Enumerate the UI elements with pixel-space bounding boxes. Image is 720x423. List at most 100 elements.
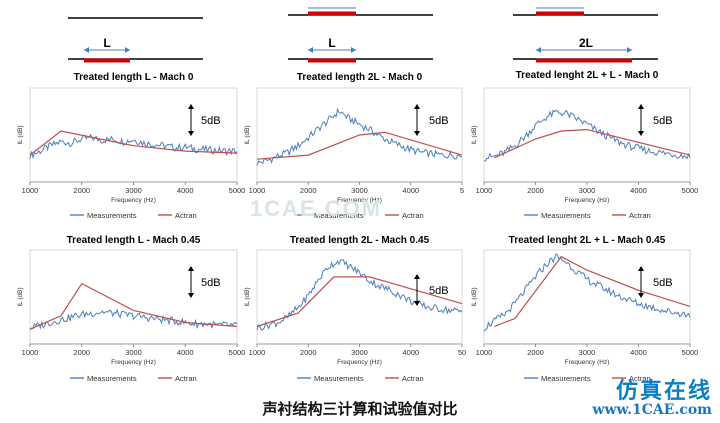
legend-label-measurements: Measurements [87, 211, 137, 220]
scale-arrow-up [638, 104, 644, 109]
x-tick-label: 4000 [630, 186, 647, 195]
chart-panel-5: Treated length 2L - Mach 0.45 1000 2000 300… [244, 235, 466, 383]
x-tick-label: 4000 [402, 348, 419, 357]
x-tick-label: 5000 [229, 348, 246, 357]
plot-area [256, 249, 463, 345]
x-tick-label: 5000 [682, 186, 699, 195]
plot-area [483, 87, 691, 183]
y-axis-label: IL (dB) [471, 287, 478, 306]
scale-arrow-down [638, 293, 644, 298]
legend-label-measurements: Measurements [314, 374, 364, 383]
series-line-measurements [483, 253, 691, 332]
x-tick-label: 4000 [177, 186, 194, 195]
x-tick-label: 50 [458, 348, 466, 357]
watermark-line1: 仿真在线 [615, 378, 712, 404]
x-axis-label: Frequency (Hz) [565, 359, 610, 366]
series-line-actran [29, 282, 238, 330]
plot-area [29, 87, 238, 183]
series-line-measurements [256, 107, 463, 166]
x-tick-label: 4000 [630, 348, 647, 357]
legend-label-actran: Actran [629, 374, 651, 383]
y-axis-label: IL (dB) [471, 125, 478, 144]
x-tick-label: 5000 [682, 348, 699, 357]
chart-title: Treated length 2L - Mach 0 [297, 72, 423, 83]
legend-label-measurements: Measurements [541, 374, 591, 383]
legend-label-actran: Actran [402, 374, 424, 383]
x-tick-label: 1000 [22, 186, 39, 195]
scale-arrow-up [414, 274, 420, 279]
series-line-measurements [483, 109, 691, 162]
scale-label: 5dB [653, 115, 673, 127]
legend-label-measurements: Measurements [87, 374, 137, 383]
series-line-measurements [29, 308, 238, 330]
x-tick-label: 5000 [229, 186, 246, 195]
chart-title: Treated length L - Mach 0 [74, 72, 194, 83]
scale-label: 5dB [429, 285, 449, 297]
x-tick-label: 2000 [300, 186, 317, 195]
x-tick-label: 3000 [579, 348, 596, 357]
dimension-label: 2L [579, 36, 593, 50]
watermark: 仿真在线 www.1CAE.com [592, 380, 712, 418]
legend-label-actran: Actran [629, 211, 651, 220]
liner-schematic-3: 2L [513, 7, 658, 63]
scale-arrow-down [188, 131, 194, 136]
x-tick-label: 2000 [73, 348, 90, 357]
y-axis-label: IL (dB) [17, 125, 24, 144]
dimension-arrow-left [84, 47, 89, 53]
x-tick-label: 4000 [177, 348, 194, 357]
series-line-measurements [29, 133, 238, 160]
dimension-arrow-right [627, 47, 632, 53]
chart-panel-1: Treated length L - Mach 0 1000 2000 3000 400… [17, 72, 245, 220]
x-tick-label: 3000 [125, 348, 142, 357]
scale-arrow-up [414, 104, 420, 109]
legend-label-actran: Actran [402, 211, 424, 220]
series-line-actran [494, 255, 691, 328]
dimension-arrow-left [536, 47, 541, 53]
chart-title: Treated lenght 2L + L - Mach 0 [516, 70, 659, 81]
x-tick-label: 3000 [351, 348, 368, 357]
scale-arrow-down [414, 131, 420, 136]
y-axis-label: IL (dB) [244, 125, 251, 144]
scale-arrow-down [414, 301, 420, 306]
scale-label: 5dB [201, 115, 221, 127]
legend-label-measurements: Measurements [541, 211, 591, 220]
chart-panel-2: Treated length 2L - Mach 0 1000 2000 3000 40… [244, 72, 464, 220]
legend-label-measurements: Measurements [314, 211, 364, 220]
x-tick-label: 1000 [249, 348, 266, 357]
x-tick-label: 1000 [476, 186, 493, 195]
x-tick-label: 2000 [300, 348, 317, 357]
scale-arrow-down [188, 293, 194, 298]
scale-arrow-up [188, 104, 194, 109]
scale-arrow-up [188, 266, 194, 271]
scale-arrow-down [638, 131, 644, 136]
chart-title: Treated length L - Mach 0.45 [67, 235, 201, 246]
legend-label-actran: Actran [175, 211, 197, 220]
liner-schematic-2: L [288, 7, 433, 63]
dimension-label: L [328, 36, 335, 50]
x-axis-label: Frequency (Hz) [111, 197, 156, 204]
liner-schematic-1: L [68, 17, 203, 63]
legend-label-actran: Actran [175, 374, 197, 383]
plot-area [29, 249, 238, 345]
dimension-arrow-right [125, 47, 130, 53]
series-line-actran [256, 131, 463, 160]
series-line-actran [256, 276, 463, 328]
y-axis-label: IL (dB) [244, 287, 251, 306]
scale-label: 5dB [653, 277, 673, 289]
dimension-arrow-left [308, 47, 313, 53]
scale-arrow-up [638, 266, 644, 271]
x-tick-label: 3000 [351, 186, 368, 195]
y-axis-label: IL (dB) [17, 287, 24, 306]
x-axis-label: Frequency (Hz) [565, 197, 610, 204]
series-line-actran [29, 130, 238, 156]
dimension-arrow-right [351, 47, 356, 53]
chart-title: Treated lenght 2L + L - Mach 0.45 [509, 235, 666, 246]
watermark-line2: www.1CAE.com [592, 402, 712, 418]
scale-label: 5dB [429, 115, 449, 127]
scale-label: 5dB [201, 277, 221, 289]
figure-caption: 声衬结构三计算和试验值对比 [262, 400, 458, 418]
x-axis-label: Frequency (Hz) [111, 359, 156, 366]
x-axis-label: Frequency (Hz) [337, 197, 382, 204]
series-line-actran [494, 128, 691, 159]
x-tick-label: 1000 [249, 186, 266, 195]
